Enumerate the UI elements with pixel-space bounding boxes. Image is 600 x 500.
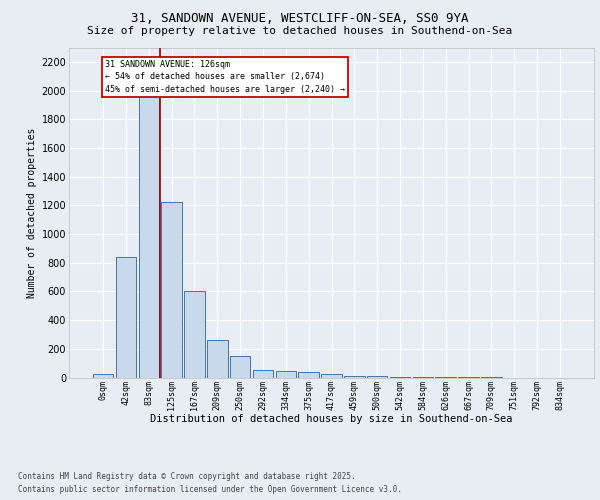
Bar xyxy=(116,257,136,378)
Bar xyxy=(390,377,410,378)
X-axis label: Distribution of detached houses by size in Southend-on-Sea: Distribution of detached houses by size … xyxy=(150,414,513,424)
Bar xyxy=(298,372,319,378)
Text: 31, SANDOWN AVENUE, WESTCLIFF-ON-SEA, SS0 9YA: 31, SANDOWN AVENUE, WESTCLIFF-ON-SEA, SS… xyxy=(131,12,469,26)
Text: Size of property relative to detached houses in Southend-on-Sea: Size of property relative to detached ho… xyxy=(88,26,512,36)
Bar xyxy=(367,376,388,378)
Text: Contains HM Land Registry data © Crown copyright and database right 2025.: Contains HM Land Registry data © Crown c… xyxy=(18,472,356,481)
Bar xyxy=(253,370,273,378)
Bar xyxy=(207,340,227,378)
Bar xyxy=(230,356,250,378)
Bar xyxy=(184,292,205,378)
Bar xyxy=(93,374,113,378)
Bar xyxy=(275,371,296,378)
Bar xyxy=(161,202,182,378)
Bar xyxy=(344,376,365,378)
Bar xyxy=(139,90,159,378)
Text: Contains public sector information licensed under the Open Government Licence v3: Contains public sector information licen… xyxy=(18,485,402,494)
Y-axis label: Number of detached properties: Number of detached properties xyxy=(28,128,37,298)
Text: 31 SANDOWN AVENUE: 126sqm
← 54% of detached houses are smaller (2,674)
45% of se: 31 SANDOWN AVENUE: 126sqm ← 54% of detac… xyxy=(105,60,345,94)
Bar xyxy=(321,374,342,378)
